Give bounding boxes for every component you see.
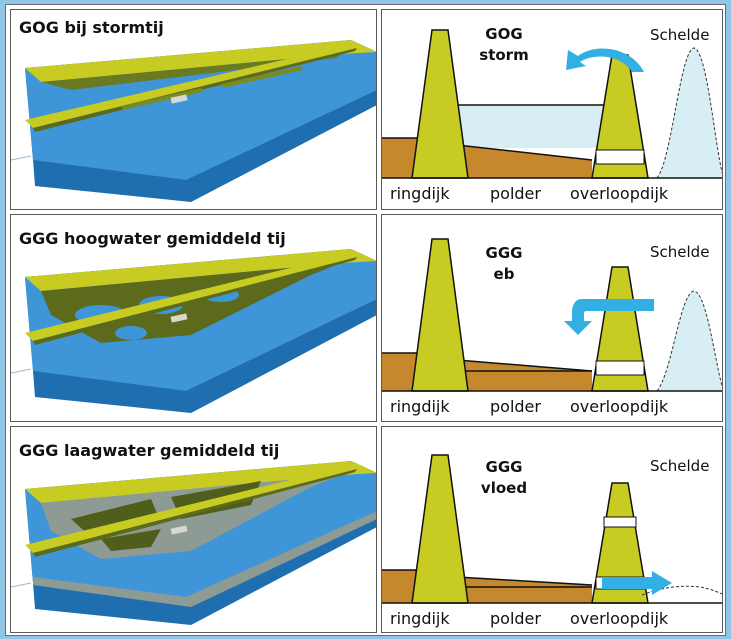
axis-label-overloopdijk: overloopdijk xyxy=(570,609,669,628)
axis-label-ringdijk: ringdijk xyxy=(390,184,450,203)
panel-title: GGG hoogwater gemiddeld tij xyxy=(19,229,286,248)
figure-frame: GOG bij stormtij GOG storm Schelde xyxy=(5,4,726,636)
axis-label-overloopdijk: overloopdijk xyxy=(570,184,669,203)
river-label: Schelde xyxy=(650,26,710,44)
axis-label-polder: polder xyxy=(490,184,541,203)
axis-label-ringdijk: ringdijk xyxy=(390,609,450,628)
river-label: Schelde xyxy=(650,457,710,475)
axis-label-polder: polder xyxy=(490,609,541,628)
scenario-tag: GOG storm xyxy=(479,25,529,64)
panel-ggg-hoogwater: GGG hoogwater gemiddeld tij xyxy=(10,214,377,422)
ggg-eb-profile-drawing xyxy=(382,238,722,392)
panel-gog-stormtij: GOG bij stormtij xyxy=(10,9,377,210)
panel-title: GGG laagwater gemiddeld tij xyxy=(19,441,280,460)
ggg-vloed-profile-drawing xyxy=(382,454,722,604)
panel-ggg-eb-profile: GGG eb Schelde ringdijk polder overloopd… xyxy=(381,214,723,422)
scenario-tag: GGG vloed xyxy=(480,458,528,497)
panel-gog-storm-profile: GOG storm Schelde ringdijk polder overlo… xyxy=(381,9,723,210)
panel-ggg-vloed-profile: GGG vloed Schelde ringdijk polder overlo… xyxy=(381,426,723,633)
river-label: Schelde xyxy=(650,243,710,261)
ggg-hoogwater-terrain-drawing xyxy=(11,249,376,413)
panel-title: GOG bij stormtij xyxy=(19,18,164,37)
axis-label-ringdijk: ringdijk xyxy=(390,397,450,416)
gog-storm-terrain-drawing xyxy=(11,40,376,202)
panel-ggg-laagwater: GGG laagwater gemiddeld tij xyxy=(10,426,377,633)
axis-label-overloopdijk: overloopdijk xyxy=(570,397,669,416)
axis-label-polder: polder xyxy=(490,397,541,416)
scenario-tag: GGG eb xyxy=(485,244,523,283)
gog-storm-profile-drawing xyxy=(382,29,722,179)
ggg-laagwater-terrain-drawing xyxy=(11,461,376,625)
